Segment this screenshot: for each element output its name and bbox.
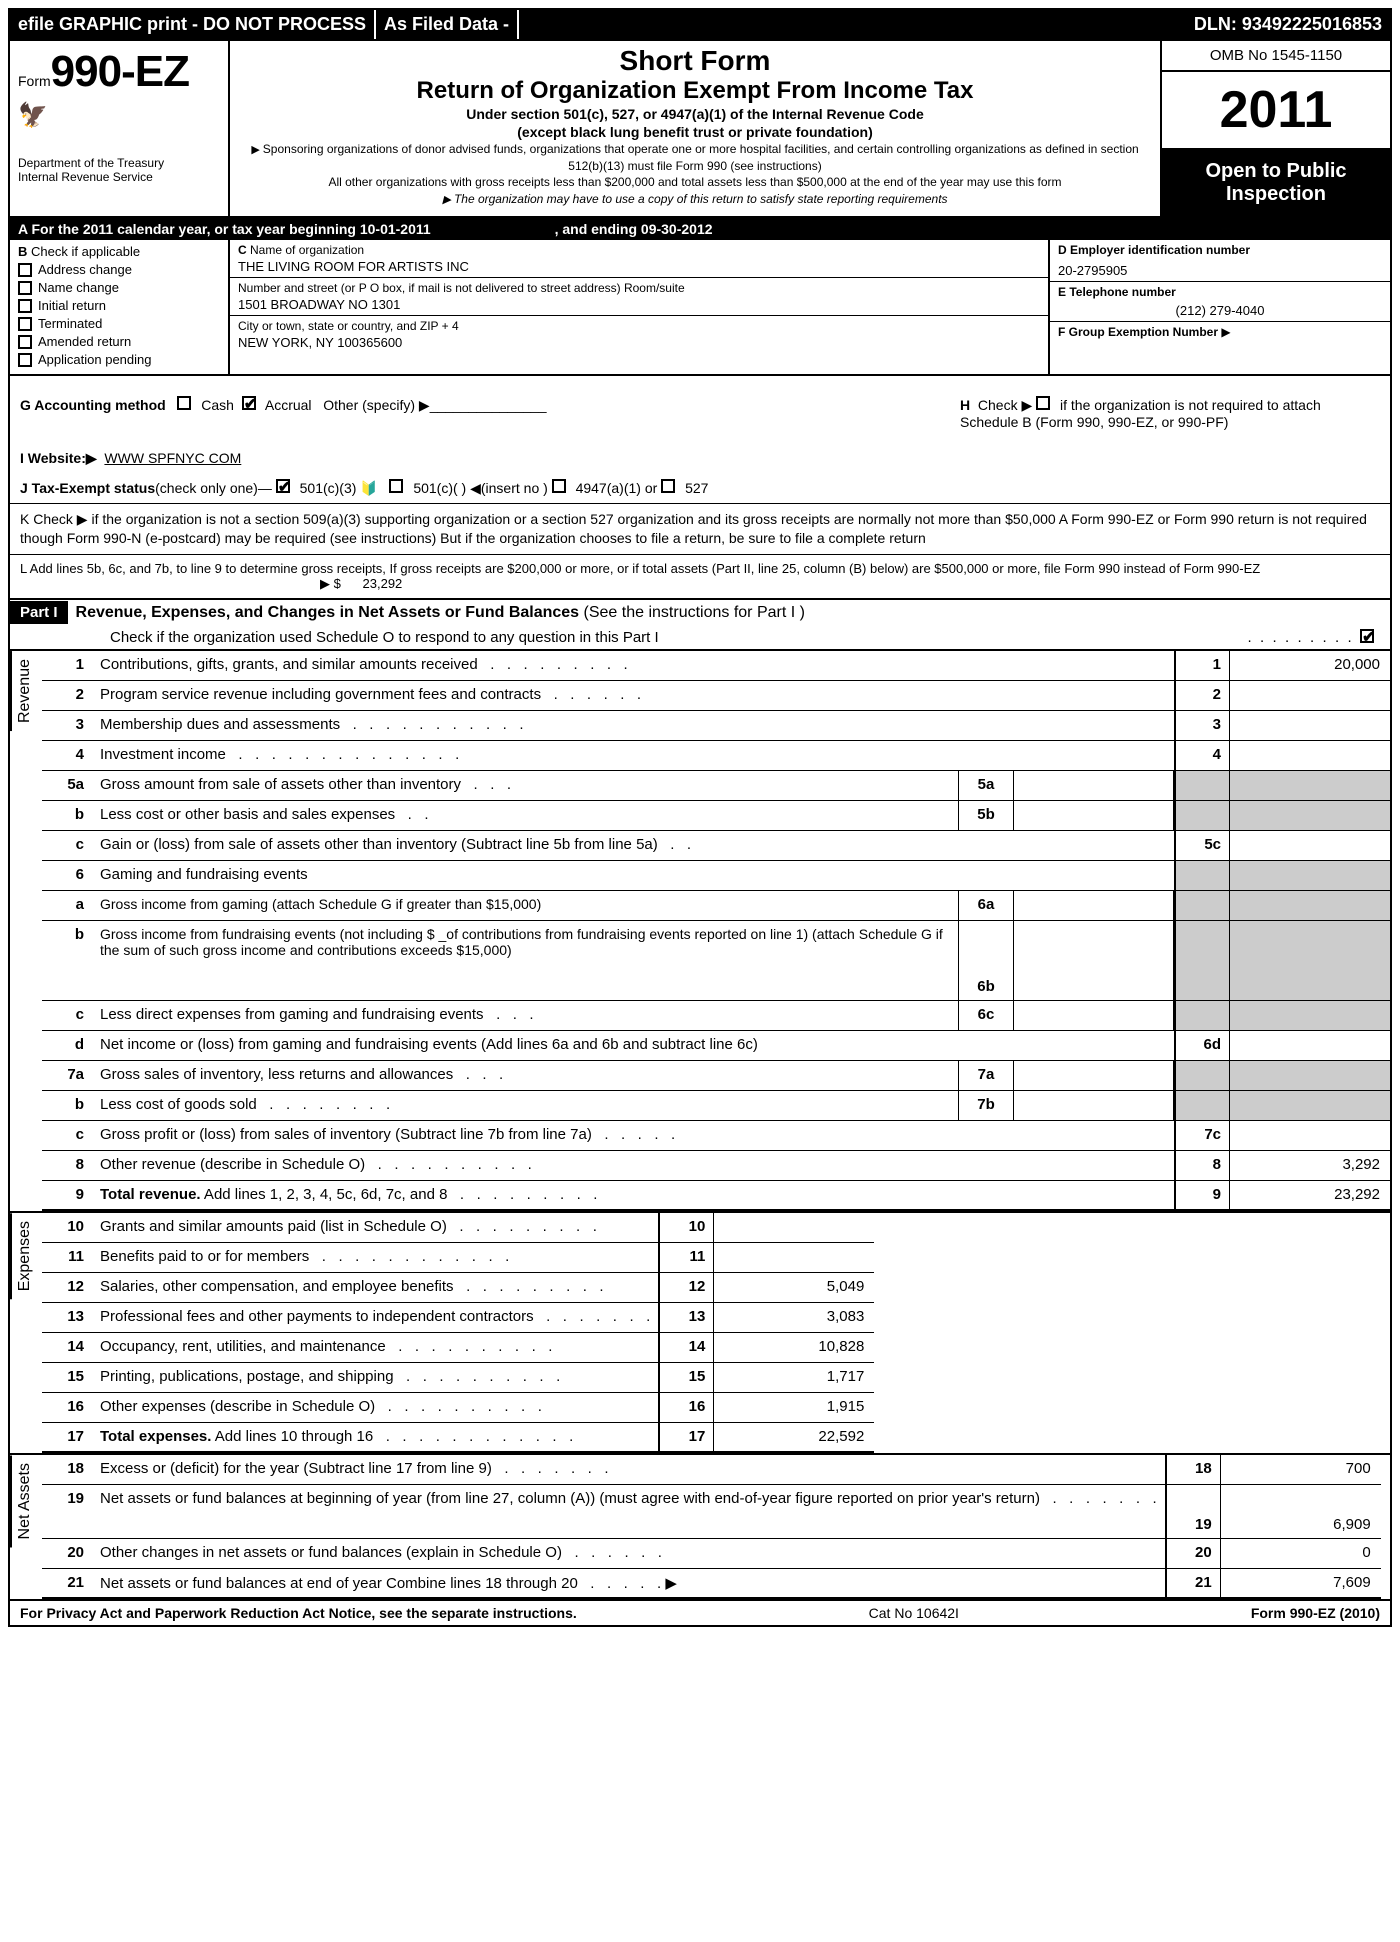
header-center: Short Form Return of Organization Exempt… xyxy=(230,41,1160,216)
col-c-org-info: C Name of organization THE LIVING ROOM F… xyxy=(230,240,1050,374)
open-label: Open to Public xyxy=(1166,160,1386,183)
line-21-amount: 7,609 xyxy=(1221,1569,1381,1597)
subtitle-2: (except black lung benefit trust or priv… xyxy=(238,123,1152,141)
line-7c-amount xyxy=(1230,1121,1390,1150)
telephone: (212) 279-4040 xyxy=(1058,303,1382,318)
checkbox-terminated[interactable] xyxy=(18,317,32,331)
inspection-label: Inspection xyxy=(1166,183,1386,206)
line-8-amount: 3,292 xyxy=(1230,1151,1390,1180)
part-1-header-row: Part I Revenue, Expenses, and Changes in… xyxy=(10,600,1390,626)
form-header: Form990-EZ 🦅 Department of the Treasury … xyxy=(10,41,1390,218)
org-address: 1501 BROADWAY NO 1301 xyxy=(238,297,1040,312)
header-left: Form990-EZ 🦅 Department of the Treasury … xyxy=(10,41,230,216)
header-note-2: All other organizations with gross recei… xyxy=(238,174,1152,190)
header-right: OMB No 1545-1150 2011 Open to Public Ins… xyxy=(1160,41,1390,216)
checkbox-initial-return[interactable] xyxy=(18,299,32,313)
header-note-1: Sponsoring organizations of donor advise… xyxy=(238,141,1152,174)
as-filed: As Filed Data - xyxy=(376,10,519,39)
open-to-public: Open to Public Inspection xyxy=(1162,150,1390,216)
part-1-label: Part I xyxy=(10,601,68,624)
footer-cat-no: Cat No 10642I xyxy=(577,1605,1251,1621)
line-10-amount xyxy=(714,1213,874,1242)
line-5c-amount xyxy=(1230,831,1390,860)
checkbox-amended[interactable] xyxy=(18,335,32,349)
line-12-amount: 5,049 xyxy=(714,1273,874,1302)
line-3-amount xyxy=(1230,711,1390,740)
checkbox-schedule-b[interactable] xyxy=(1036,396,1050,410)
line-19-amount: 6,909 xyxy=(1221,1485,1381,1538)
line-1-amount: 20,000 xyxy=(1230,651,1390,680)
row-k: K Check ▶ if the organization is not a s… xyxy=(10,504,1390,555)
checkbox-name-change[interactable] xyxy=(18,281,32,295)
row-l: L Add lines 5b, 6c, and 7b, to line 9 to… xyxy=(10,555,1390,600)
checkbox-schedule-o-part1[interactable] xyxy=(1360,629,1374,643)
ein: 20-2795905 xyxy=(1058,263,1382,278)
checkbox-4947[interactable] xyxy=(552,479,566,493)
subtitle-1: Under section 501(c), 527, or 4947(a)(1)… xyxy=(238,105,1152,123)
short-form-label: Short Form xyxy=(238,45,1152,77)
form-990ez-page: efile GRAPHIC print - DO NOT PROCESS As … xyxy=(8,8,1392,1627)
checkbox-accrual[interactable] xyxy=(242,396,256,410)
line-17-amount: 22,592 xyxy=(714,1423,874,1451)
line-16-amount: 1,915 xyxy=(714,1393,874,1422)
col-b-checkboxes: B Check if applicable Address change Nam… xyxy=(10,240,230,374)
row-i-website: I Website:▶ WWW SPFNYC COM xyxy=(10,436,1390,473)
line-11-amount xyxy=(714,1243,874,1272)
expenses-side-label: Expenses xyxy=(10,1213,42,1299)
revenue-side-label: Revenue xyxy=(10,651,42,731)
line-13-amount: 3,083 xyxy=(714,1303,874,1332)
irs-eagle-icon: 🦅 xyxy=(18,101,220,130)
netassets-side-label: Net Assets xyxy=(10,1455,42,1547)
gross-receipts-amount: 23,292 xyxy=(363,576,403,591)
omb-number: OMB No 1545-1150 xyxy=(1162,41,1390,72)
checkbox-501c3[interactable] xyxy=(276,479,290,493)
irs-label: Internal Revenue Service xyxy=(18,170,220,184)
dln: DLN: 93492225016853 xyxy=(1186,10,1390,39)
line-2-amount xyxy=(1230,681,1390,710)
checkbox-501c[interactable] xyxy=(389,479,403,493)
section-bcd: B Check if applicable Address change Nam… xyxy=(10,240,1390,376)
checkbox-cash[interactable] xyxy=(177,396,191,410)
efile-notice: efile GRAPHIC print - DO NOT PROCESS xyxy=(10,10,376,39)
expenses-section: Expenses 10Grants and similar amounts pa… xyxy=(10,1213,1390,1455)
checkbox-527[interactable] xyxy=(661,479,675,493)
line-6d-amount xyxy=(1230,1031,1390,1060)
dept-treasury: Department of the Treasury xyxy=(18,156,220,170)
line-18-amount: 700 xyxy=(1221,1455,1381,1484)
form-prefix: Form xyxy=(18,73,51,89)
row-j-tax-exempt: J Tax-Exempt status(check only one)— 501… xyxy=(10,473,1390,504)
revenue-section: Revenue 1Contributions, gifts, grants, a… xyxy=(10,651,1390,1213)
org-city: NEW YORK, NY 100365600 xyxy=(238,335,1040,350)
form-number: 990-EZ xyxy=(51,47,189,96)
org-name: THE LIVING ROOM FOR ARTISTS INC xyxy=(238,259,1040,274)
line-14-amount: 10,828 xyxy=(714,1333,874,1362)
col-d-ids: D Employer identification number 20-2795… xyxy=(1050,240,1390,374)
line-15-amount: 1,717 xyxy=(714,1363,874,1392)
net-assets-section: Net Assets 18Excess or (deficit) for the… xyxy=(10,1455,1390,1601)
checkbox-pending[interactable] xyxy=(18,353,32,367)
line-20-amount: 0 xyxy=(1221,1539,1381,1568)
header-note-3: The organization may have to use a copy … xyxy=(238,191,1152,208)
form-title: Return of Organization Exempt From Incom… xyxy=(238,77,1152,105)
line-4-amount xyxy=(1230,741,1390,770)
row-gh: G Accounting method Cash Accrual Other (… xyxy=(10,376,1390,436)
footer-privacy: For Privacy Act and Paperwork Reduction … xyxy=(20,1605,577,1621)
checkbox-address-change[interactable] xyxy=(18,263,32,277)
website: WWW SPFNYC COM xyxy=(104,450,241,466)
top-bar: efile GRAPHIC print - DO NOT PROCESS As … xyxy=(10,10,1390,41)
line-9-amount: 23,292 xyxy=(1230,1181,1390,1209)
tax-year: 2011 xyxy=(1162,72,1390,150)
page-footer: For Privacy Act and Paperwork Reduction … xyxy=(10,1601,1390,1625)
row-a-tax-year: A For the 2011 calendar year, or tax yea… xyxy=(10,218,1390,240)
